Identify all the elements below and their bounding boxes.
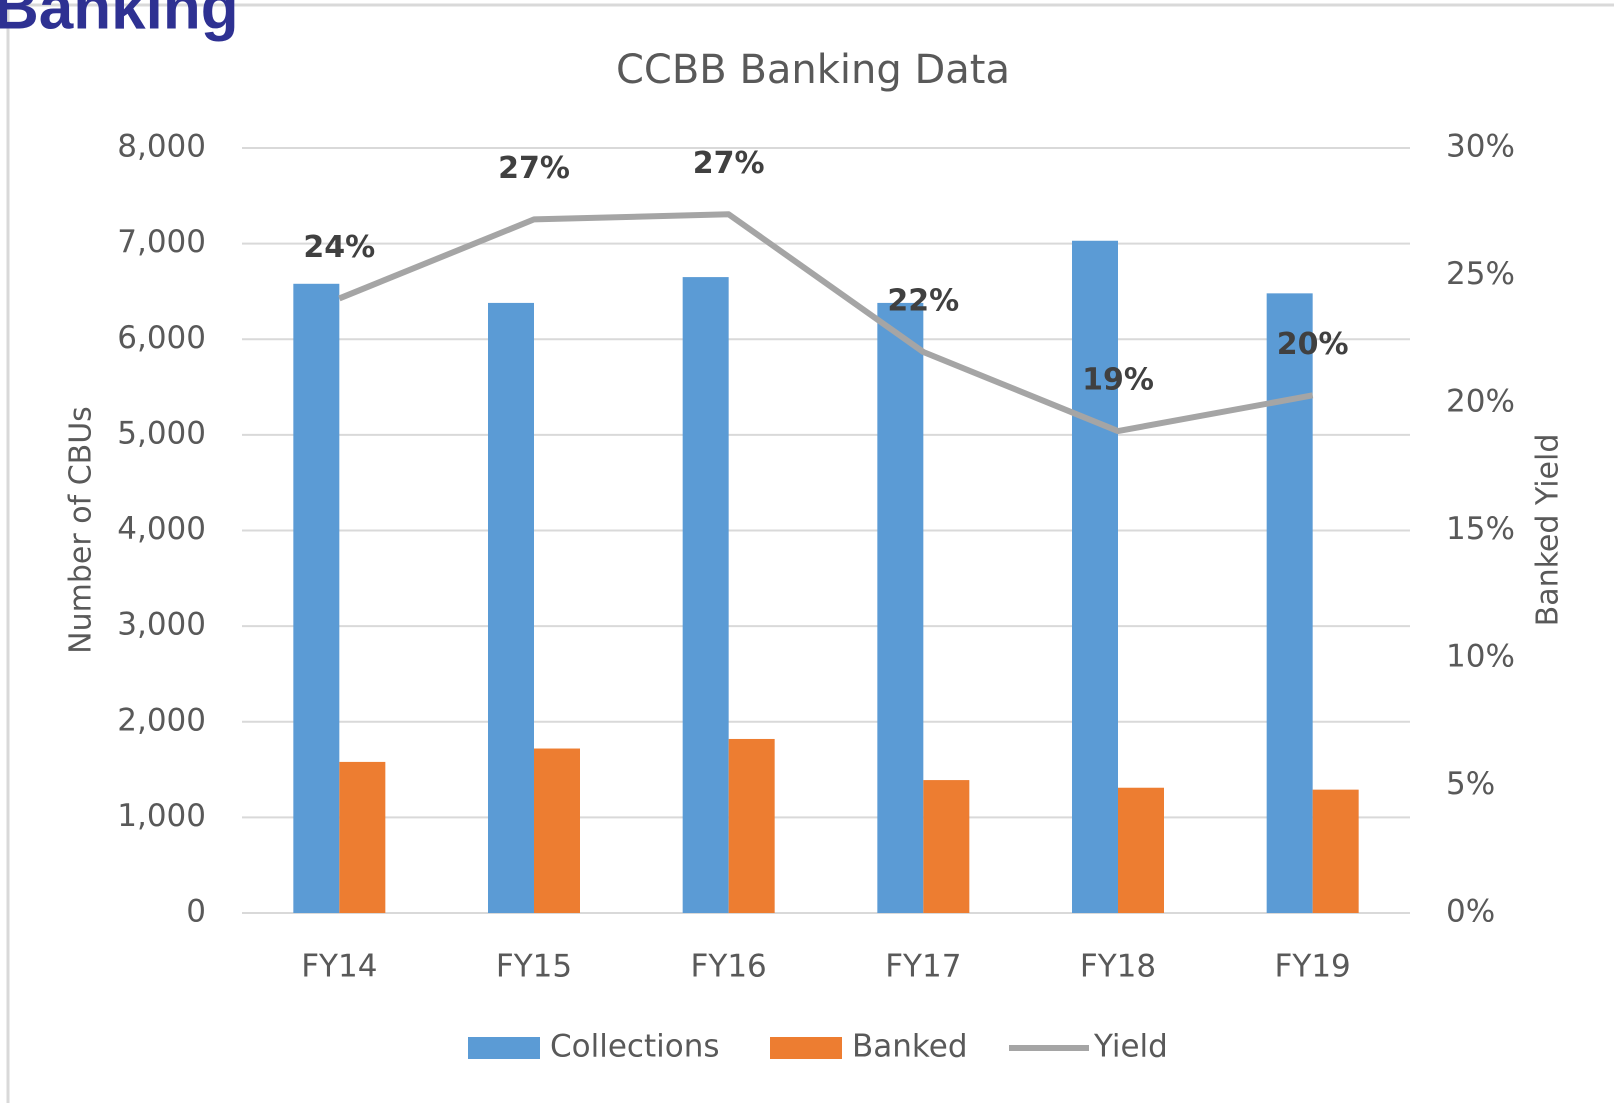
legend-label: Collections	[550, 1029, 720, 1065]
y-axis-label: Number of CBUs	[64, 406, 99, 654]
data-label: 27%	[498, 151, 570, 186]
data-label: 20%	[1277, 327, 1349, 362]
legend-swatch	[468, 1037, 540, 1059]
bar	[534, 748, 580, 913]
y2-tick-label: 5%	[1446, 766, 1495, 802]
bar	[877, 302, 924, 914]
y-tick-label: 6,000	[117, 320, 206, 356]
y2-tick-label: 25%	[1446, 256, 1515, 292]
data-label: 27%	[693, 146, 765, 181]
y-tick-label: 3,000	[117, 607, 206, 643]
y-tick-label: 2,000	[117, 702, 206, 738]
y-tick-label: 0	[186, 894, 206, 930]
x-tick-label: FY19	[1275, 949, 1351, 985]
page-title: Banking	[0, 0, 239, 42]
y2-tick-label: 30%	[1446, 129, 1515, 165]
bar	[1312, 789, 1359, 913]
bar	[1266, 293, 1313, 914]
legend-label: Banked	[852, 1029, 968, 1065]
y-tick-label: 8,000	[117, 129, 206, 165]
y2-tick-label: 0%	[1446, 894, 1495, 930]
bar	[923, 780, 970, 913]
legend-label: Yield	[1093, 1029, 1168, 1065]
y-tick-label: 1,000	[117, 798, 206, 834]
data-label: 22%	[887, 284, 959, 319]
y-tick-label: 4,000	[117, 511, 206, 547]
x-tick-label: FY16	[691, 949, 767, 985]
y-tick-label: 5,000	[117, 415, 206, 451]
y2-tick-label: 20%	[1446, 384, 1515, 420]
data-label: 24%	[303, 230, 375, 265]
bar	[339, 761, 386, 913]
data-label: 19%	[1082, 363, 1154, 398]
bar	[293, 283, 340, 914]
x-tick-label: FY14	[301, 949, 377, 985]
x-tick-label: FY15	[496, 949, 572, 985]
y2-tick-label: 10%	[1446, 639, 1515, 675]
x-tick-label: FY17	[885, 949, 961, 985]
legend-swatch	[770, 1037, 842, 1059]
bar	[488, 302, 534, 914]
bar	[682, 277, 729, 913]
x-tick-label: FY18	[1080, 949, 1156, 985]
bar	[728, 738, 775, 913]
bar	[1072, 240, 1118, 914]
chart-title: CCBB Banking Data	[616, 47, 1010, 93]
line	[338, 211, 1314, 435]
y2-tick-label: 15%	[1446, 511, 1515, 547]
y-tick-label: 7,000	[117, 224, 206, 260]
y2-axis-label: Banked Yield	[1531, 434, 1566, 627]
bar	[1118, 787, 1164, 913]
